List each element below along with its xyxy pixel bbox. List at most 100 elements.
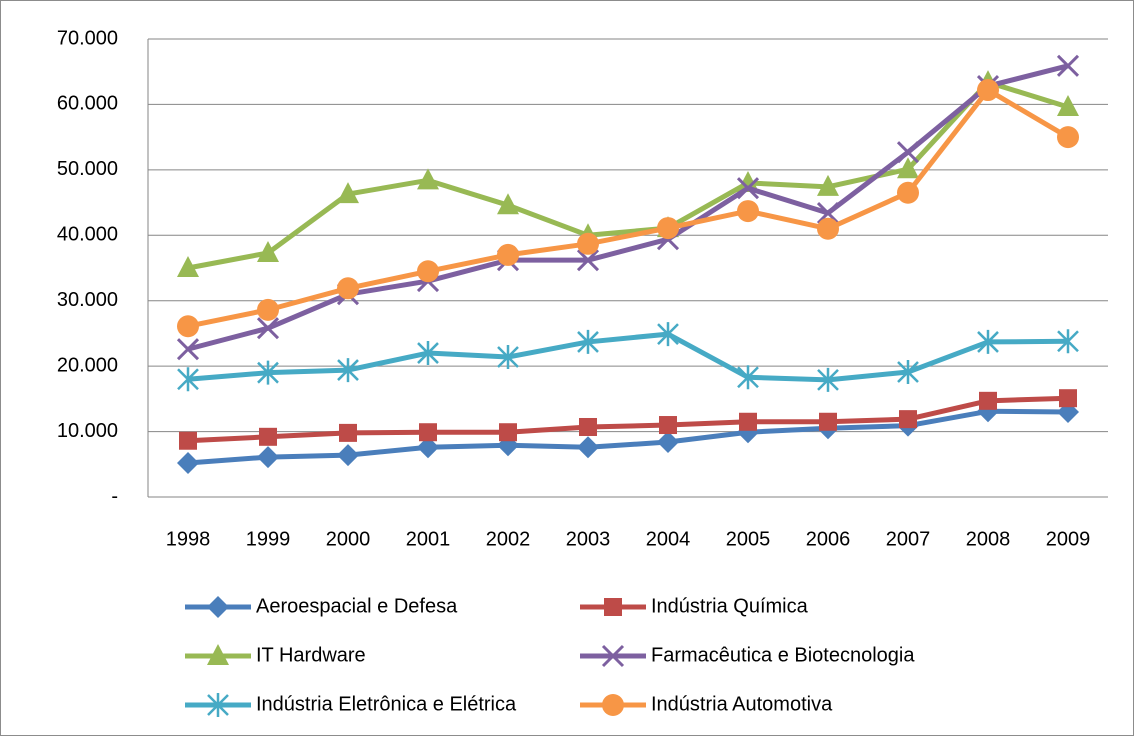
series-line [187, 87, 1070, 329]
marker [337, 277, 359, 300]
marker [259, 427, 277, 446]
marker [177, 256, 199, 277]
marker [737, 200, 759, 223]
x-tick-label: 2003 [566, 528, 611, 550]
series [179, 389, 1077, 450]
series [177, 79, 1079, 338]
marker [207, 693, 229, 717]
marker [176, 338, 200, 361]
series-line [187, 408, 1069, 466]
marker [897, 360, 919, 385]
series [177, 322, 1079, 392]
x-tick-label: 2008 [966, 528, 1011, 550]
marker [499, 423, 517, 442]
y-tick-label: 40.000 [57, 224, 118, 246]
marker [337, 358, 359, 383]
marker [817, 367, 839, 392]
series [177, 70, 1079, 277]
x-tick-label: 2005 [726, 528, 771, 550]
marker [1059, 389, 1077, 408]
y-tick-label: 20.000 [57, 354, 118, 376]
marker [179, 431, 197, 450]
marker [177, 315, 199, 338]
legend-label: Farmacêutica e Biotecnologia [651, 644, 915, 666]
marker [579, 417, 597, 436]
marker [819, 412, 837, 431]
series-line [187, 395, 1069, 444]
marker [417, 260, 439, 283]
series-line [187, 79, 1069, 271]
marker [256, 317, 280, 340]
marker [257, 240, 279, 262]
marker [337, 182, 359, 204]
marker [207, 596, 229, 618]
marker [419, 423, 437, 442]
marker [657, 431, 679, 454]
series-line [187, 331, 1069, 383]
x-tick-label: 2006 [806, 528, 851, 550]
marker [601, 644, 625, 668]
marker [417, 341, 439, 366]
legend-label: Indústria Eletrônica e Elétrica [256, 693, 517, 715]
y-tick-label: 10.000 [57, 420, 118, 442]
legend-label: Indústria Química [651, 595, 809, 617]
legend-label: Aeroespacial e Defesa [256, 595, 458, 617]
y-tick-label: 30.000 [57, 289, 118, 311]
marker [577, 232, 599, 255]
marker [896, 141, 920, 164]
x-tick-label: 2004 [646, 528, 691, 550]
marker [737, 170, 759, 192]
marker [1057, 329, 1079, 354]
legend-label: Indústria Automotiva [651, 693, 833, 715]
marker [1056, 54, 1080, 77]
marker [977, 79, 999, 102]
marker [1057, 95, 1079, 117]
x-tick-label: 2001 [406, 528, 451, 550]
x-tick-label: 1998 [166, 528, 211, 550]
x-tick-label: 2000 [326, 528, 371, 550]
marker [897, 181, 919, 204]
marker [177, 367, 199, 392]
marker [337, 444, 359, 467]
marker [577, 436, 599, 459]
marker [257, 360, 279, 385]
marker [417, 168, 439, 190]
marker [817, 217, 839, 240]
y-tick-label: 70.000 [57, 27, 118, 49]
marker [576, 249, 600, 272]
marker [817, 174, 839, 196]
marker [497, 243, 519, 266]
marker [497, 344, 519, 369]
y-tick-label: - [111, 485, 118, 507]
marker [339, 423, 357, 442]
marker [899, 410, 917, 429]
marker [1057, 126, 1079, 149]
marker [816, 201, 840, 225]
marker [739, 412, 757, 431]
marker [207, 644, 229, 665]
marker [497, 193, 519, 215]
marker [604, 598, 622, 616]
marker [657, 217, 679, 240]
y-tick-label: 60.000 [57, 93, 118, 115]
marker [177, 451, 199, 474]
marker [257, 298, 279, 321]
marker [257, 446, 279, 469]
marker [602, 694, 624, 716]
marker [737, 365, 759, 390]
legend-label: IT Hardware [256, 644, 366, 666]
y-tick-label: 50.000 [57, 158, 118, 180]
marker [736, 177, 760, 200]
marker [979, 391, 997, 410]
marker [417, 436, 439, 459]
marker [659, 416, 677, 435]
x-tick-label: 2002 [486, 528, 531, 550]
marker [577, 329, 599, 354]
series-line [187, 63, 1069, 352]
x-tick-label: 1999 [246, 528, 291, 550]
marker [977, 329, 999, 354]
marker [897, 157, 919, 179]
marker [657, 322, 679, 347]
